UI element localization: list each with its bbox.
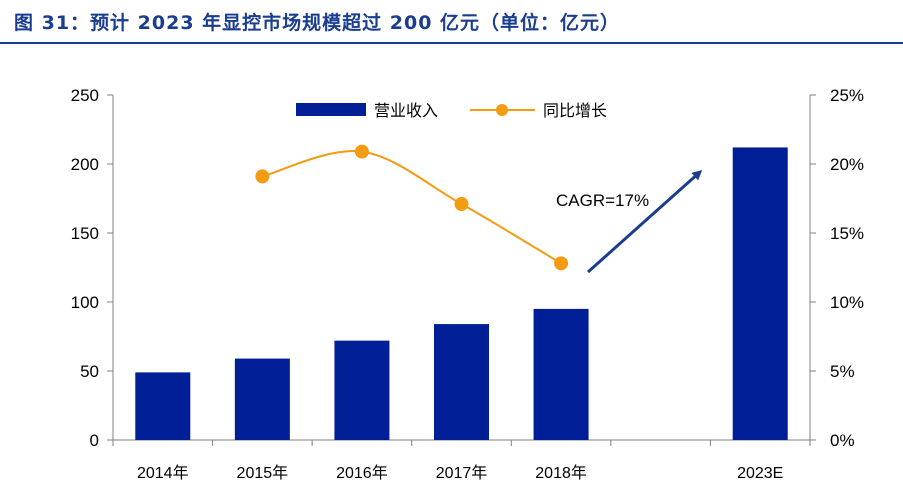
cagr-arrow (587, 170, 703, 274)
bar (334, 340, 390, 440)
x-tick-label: 2015年 (237, 464, 289, 482)
y-right-tick-label: 20% (830, 155, 864, 174)
y-left-tick-label: 150 (71, 224, 99, 243)
bar (234, 358, 290, 440)
y-right-tick-label: 5% (830, 362, 855, 381)
x-tick-label: 2023E (737, 465, 783, 482)
growth-point (354, 144, 369, 159)
bar (732, 147, 788, 440)
y-right-tick-label: 15% (830, 224, 864, 243)
cagr-annotation: CAGR=17% (556, 191, 649, 210)
bar (533, 308, 589, 440)
x-tick-label: 2016年 (336, 464, 388, 482)
bar (434, 324, 489, 440)
y-left-tick-label: 50 (80, 362, 99, 381)
y-right-tick-label: 25% (830, 86, 864, 105)
y-left-tick-label: 100 (71, 293, 99, 312)
growth-point (454, 197, 469, 212)
legend-swatch-bar (296, 103, 366, 116)
bar (135, 372, 191, 440)
growth-point (255, 169, 270, 184)
x-tick-label: 2017年 (436, 464, 488, 482)
title-divider (0, 42, 903, 44)
growth-line (262, 150, 562, 265)
y-right-tick-label: 0% (830, 431, 855, 450)
y-left-tick-label: 250 (71, 86, 99, 105)
y-left-tick-label: 0 (90, 431, 99, 450)
y-left-tick-label: 200 (71, 155, 99, 174)
x-tick-label: 2018年 (535, 464, 587, 482)
legend-label-line: 同比增长 (543, 102, 607, 120)
x-tick-label: 2014年 (137, 464, 189, 482)
growth-point (554, 256, 569, 271)
legend-swatch-marker (496, 104, 508, 116)
y-right-tick-label: 10% (830, 293, 864, 312)
figure-title: 图 31：预计 2023 年显控市场规模超过 200 亿元（单位：亿元） (14, 12, 621, 34)
legend-label-bar: 营业收入 (374, 102, 438, 120)
